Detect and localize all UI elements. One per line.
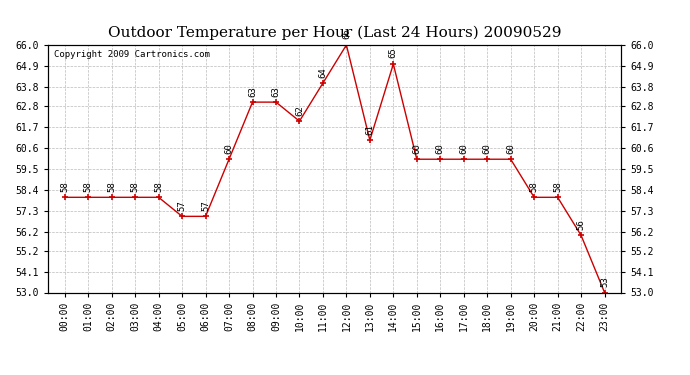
Text: 64: 64: [318, 67, 328, 78]
Text: 60: 60: [506, 143, 515, 154]
Text: 57: 57: [201, 200, 210, 211]
Text: 58: 58: [530, 181, 539, 192]
Text: 58: 58: [83, 181, 92, 192]
Text: 53: 53: [600, 276, 609, 287]
Text: 63: 63: [271, 86, 280, 96]
Text: 66: 66: [342, 29, 351, 39]
Text: 60: 60: [483, 143, 492, 154]
Text: 56: 56: [577, 219, 586, 230]
Text: 61: 61: [366, 124, 375, 135]
Text: 62: 62: [295, 105, 304, 116]
Text: 58: 58: [154, 181, 163, 192]
Text: 65: 65: [389, 48, 398, 58]
Text: 60: 60: [413, 143, 422, 154]
Text: 60: 60: [460, 143, 469, 154]
Text: 60: 60: [224, 143, 233, 154]
Text: 58: 58: [130, 181, 139, 192]
Text: 60: 60: [436, 143, 445, 154]
Text: 63: 63: [248, 86, 257, 96]
Text: 57: 57: [177, 200, 186, 211]
Text: 58: 58: [107, 181, 116, 192]
Text: 58: 58: [60, 181, 69, 192]
Text: Copyright 2009 Cartronics.com: Copyright 2009 Cartronics.com: [54, 50, 210, 59]
Title: Outdoor Temperature per Hour (Last 24 Hours) 20090529: Outdoor Temperature per Hour (Last 24 Ho…: [108, 25, 562, 40]
Text: 58: 58: [553, 181, 562, 192]
